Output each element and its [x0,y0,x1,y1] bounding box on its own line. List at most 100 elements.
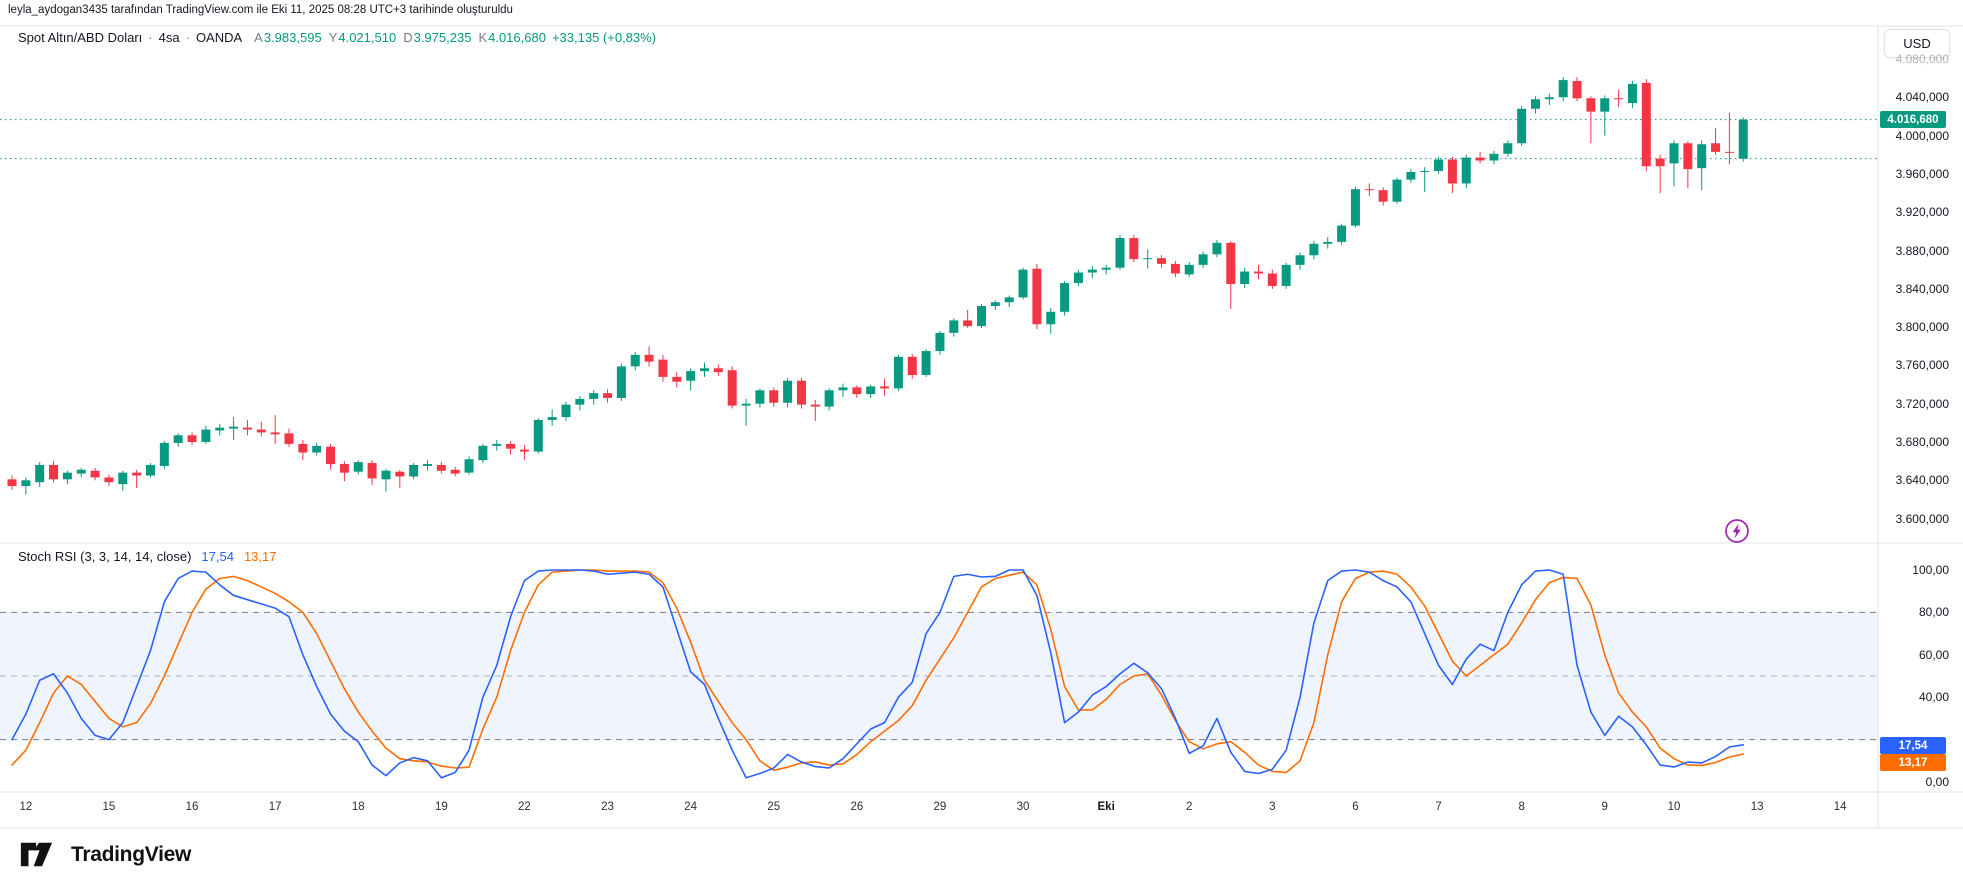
price-axis-label: 3.640,000 [1895,473,1949,488]
candle-body [506,443,516,449]
stoch-k-badge: 17,54 [1880,737,1946,754]
candle-body [1531,99,1540,109]
candle-body [1198,254,1208,265]
tradingview-logo-text: TradingView [71,842,192,866]
candle-body [644,354,654,362]
tradingview-logo[interactable]: TradingView [20,842,191,867]
main-price-pane[interactable] [0,26,1878,543]
candle-body [1004,297,1014,303]
candle-body [1420,171,1430,173]
candle-body [935,332,945,352]
time-axis[interactable]: 12 15 16 17 18 19 22 23 24 25 26 29 30 Eki 2 3 6 7 8 9 10 13 1… [0,792,1963,828]
symbol-legend: Spot Altın/ABD Doları · 4sa · OANDA A3.9… [18,30,656,45]
ohlc-item: D3.975,235 [403,30,471,45]
time-axis-label: 15 [102,801,116,813]
candle-body [62,472,72,480]
candle-body [1572,81,1582,99]
price-axis-label: 3.600,000 [1895,511,1949,526]
candle-body [1337,225,1347,242]
candle-body [1129,238,1139,260]
candle-body [339,464,349,473]
symbol-title: Spot Altın/ABD Doları [18,30,143,45]
candle-body [326,446,336,465]
candle-body [395,471,405,477]
candle-body [1738,119,1748,159]
candle-body [1170,263,1180,274]
ohlc-letter: Y [328,30,338,45]
price-axis-label: 3.840,000 [1895,281,1949,296]
ohlc-item: A3.983,595 [254,30,322,45]
ohlc-item: K4.016,680 [478,30,546,45]
lightning-button[interactable] [1723,517,1751,545]
rsi-axis-label: 0,00 [1925,775,1949,789]
candle-body [187,435,197,442]
candle-body [575,398,585,405]
candle-body [741,403,751,406]
candle-body [1157,258,1167,264]
candle-body [298,443,308,453]
time-axis-label: 16 [185,801,199,813]
candle-body [256,429,266,433]
candle-body [1558,80,1568,98]
candle-body [1683,143,1693,170]
candle-body [838,387,848,391]
price-axis[interactable]: 4.080,000 4.040,000 4.000,000 3.960,000 3.92… [1878,26,1963,792]
candle-body [783,380,793,403]
tradingview-logo-icon [20,842,53,867]
stoch-rsi-pane[interactable] [0,543,1878,792]
ohlc-value: 4.021,510 [338,30,397,45]
candle-body [367,463,377,479]
candle-body [1254,271,1263,274]
stoch-rsi-title: Stoch RSI (3, 3, 14, 14, close) [18,549,192,564]
rsi-axis-label: 60,00 [1918,647,1949,662]
candle-body [146,464,155,476]
candle-body [589,393,599,399]
legend-separator: · [148,30,153,45]
ohlc-value: 3.983,595 [263,30,322,45]
time-axis-label: 29 [933,801,947,813]
candle-body [1627,83,1637,104]
attribution-text: leyla_aydogan3435 tarafından TradingView… [8,4,513,16]
candle-body [963,320,973,327]
candle-body [1378,190,1388,202]
ohlc-letter: K [478,30,488,45]
ohlc-values: A3.983,595 Y4.021,510 D3.975,235 K4.016,680 [254,30,546,45]
time-axis-label: 2 [1186,801,1193,813]
candlestick-series [7,77,1748,495]
price-axis-label: 3.680,000 [1895,435,1949,449]
candle-body [1475,157,1485,161]
candle-body [796,380,806,405]
candle-body [76,469,86,474]
price-axis-label: 3.960,000 [1895,166,1949,181]
candle-body [755,390,765,404]
candle-body [270,432,280,435]
candle-body [1600,98,1610,112]
candle-body [1489,153,1499,161]
candle-body [1447,159,1457,184]
stoch-d-badge: 13,17 [1880,754,1946,771]
candle-body [1101,267,1111,270]
candle-body [852,387,862,395]
candle-body [658,359,668,377]
ohlc-item: Y4.021,510 [329,30,397,45]
time-axis-label: 14 [1833,801,1847,813]
time-axis-label: 25 [767,801,781,813]
candle-body [49,464,59,480]
candle-body [132,472,142,476]
candle-body [1226,242,1236,285]
candle-body [1364,189,1374,191]
candle-body [492,443,502,446]
candle-body [977,306,986,327]
candle-body [533,419,543,452]
candle-body [603,393,613,398]
candle-body [1503,143,1513,154]
candle-body [949,320,959,333]
currency-button[interactable]: USD [1884,29,1950,58]
candle-body [1087,269,1097,273]
time-axis-label: 18 [351,801,365,813]
candle-body [436,464,446,471]
candle-body [1697,144,1707,169]
candle-body [1240,271,1250,285]
price-axis-label: 4.080,000 [1895,52,1949,66]
